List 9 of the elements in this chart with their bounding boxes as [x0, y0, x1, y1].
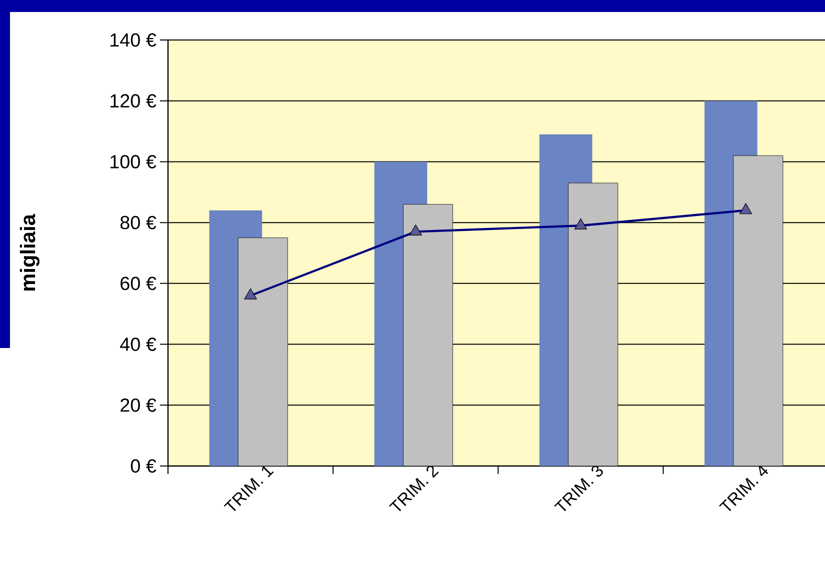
- y-tick-label: 100 €: [110, 155, 156, 168]
- y-tick-label: 40 €: [120, 338, 156, 351]
- y-tick-label: 20 €: [120, 398, 156, 412]
- y-tick-label: 120 €: [110, 94, 156, 108]
- y-tick-label: 140 €: [110, 33, 156, 47]
- y-tick-label: 80 €: [120, 216, 156, 230]
- y-axis-title: migliaia: [20, 214, 40, 291]
- y-tick-label: 0 €: [130, 459, 156, 473]
- y-tick-label: 60 €: [120, 276, 156, 290]
